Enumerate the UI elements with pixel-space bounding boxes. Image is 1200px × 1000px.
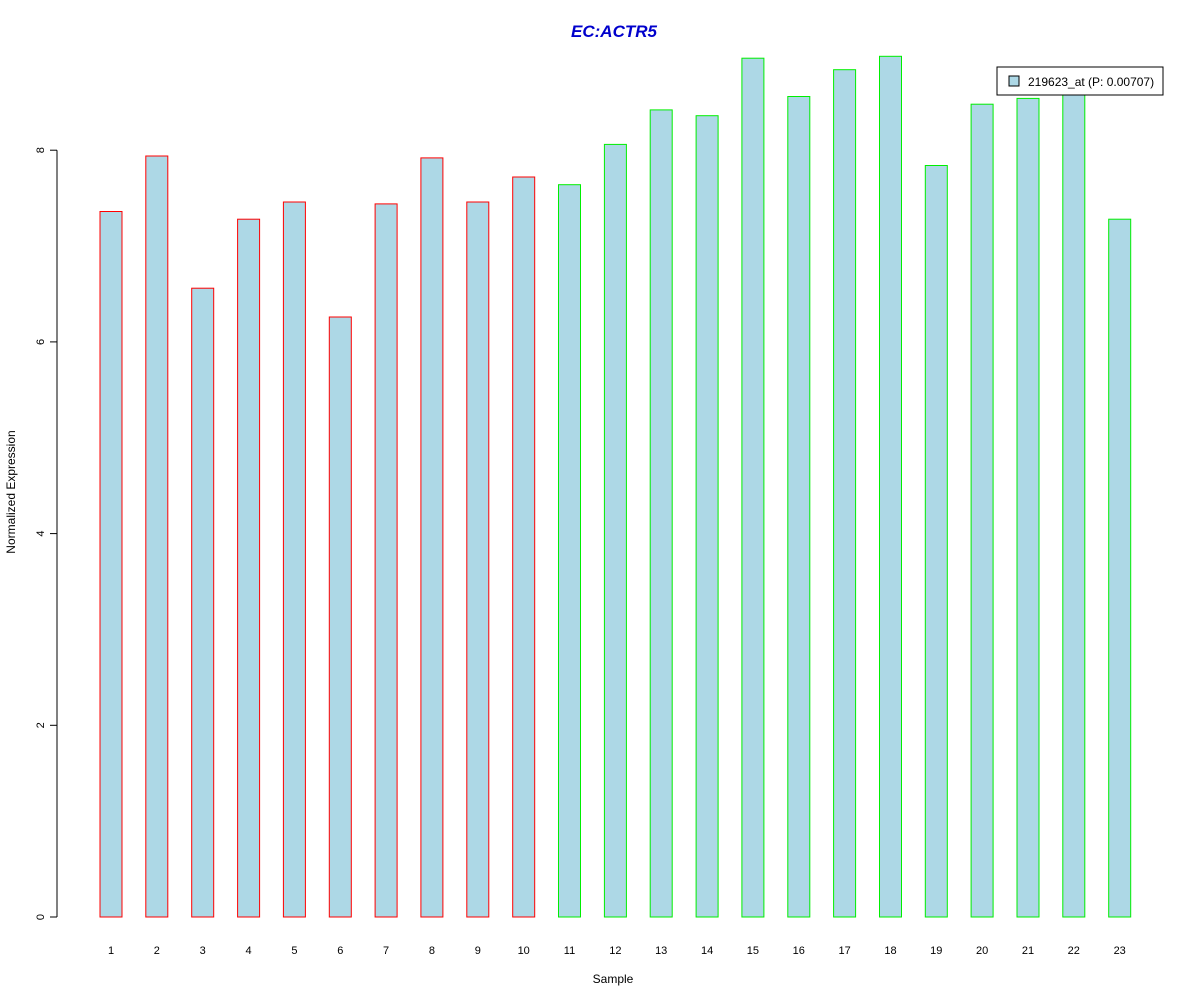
bar (191, 287, 215, 918)
x-tick-label: 15 (747, 945, 759, 957)
legend-box (996, 66, 1164, 96)
x-tick-label: 20 (976, 945, 988, 957)
bar (282, 201, 306, 918)
x-tick-label: 11 (564, 945, 575, 957)
bar (924, 165, 948, 918)
x-tick-label: 12 (609, 945, 621, 957)
bar (328, 316, 352, 918)
bar (1062, 92, 1086, 918)
bar (603, 143, 627, 918)
x-tick-labels: 1 2 3 4 5 6 7 8 9 10 11 12 13 14 15 16 17 18 19 20 21 22 23 (108, 945, 1126, 957)
bar (787, 96, 811, 918)
legend-label: 219623_at (P: 0.00707) (1028, 75, 1154, 89)
bar (833, 69, 857, 918)
x-tick-label: 21 (1022, 945, 1034, 957)
bar (649, 109, 673, 918)
y-axis: 0 2 4 6 8 (35, 147, 58, 920)
bar (99, 211, 123, 918)
x-tick-label: 2 (154, 945, 160, 957)
y-tick-label: 2 (35, 722, 47, 728)
x-tick-label: 9 (475, 945, 481, 957)
x-tick-label: 13 (655, 945, 667, 957)
bar (145, 155, 169, 918)
chart-title: EC:ACTR5 (571, 22, 657, 41)
bar (741, 57, 765, 918)
x-tick-label: 1 (108, 945, 114, 957)
legend-swatch (1008, 75, 1020, 87)
bar (237, 218, 261, 918)
x-tick-label: 23 (1114, 945, 1126, 957)
legend: 219623_at (P: 0.00707) (996, 66, 1164, 96)
x-tick-label: 4 (246, 945, 252, 957)
x-tick-label: 8 (429, 945, 435, 957)
y-axis-label: Normalized Expression (4, 430, 18, 553)
x-tick-label: 7 (383, 945, 389, 957)
bar (695, 115, 719, 918)
bar (374, 203, 398, 918)
x-tick-label: 10 (518, 945, 530, 957)
x-tick-label: 3 (200, 945, 206, 957)
x-tick-label: 18 (884, 945, 896, 957)
bar (1016, 97, 1040, 918)
x-tick-label: 19 (930, 945, 942, 957)
bar (466, 201, 490, 918)
bar (1108, 218, 1132, 918)
y-tick-label: 6 (35, 339, 47, 345)
bar (558, 184, 581, 918)
x-tick-label: 6 (337, 945, 343, 957)
x-tick-label: 16 (793, 945, 805, 957)
y-tick-label: 4 (35, 531, 47, 537)
bar (420, 157, 444, 918)
bar (879, 55, 902, 918)
bar (512, 176, 536, 918)
x-tick-label: 14 (701, 945, 713, 957)
y-tick-label: 8 (35, 147, 47, 153)
y-tick-label: 0 (35, 914, 47, 920)
x-tick-label: 17 (838, 945, 850, 957)
x-tick-label: 5 (291, 945, 297, 957)
bars (99, 55, 1132, 918)
x-tick-label: 22 (1068, 945, 1080, 957)
bar (970, 103, 994, 918)
x-axis-label: Sample (593, 972, 634, 986)
